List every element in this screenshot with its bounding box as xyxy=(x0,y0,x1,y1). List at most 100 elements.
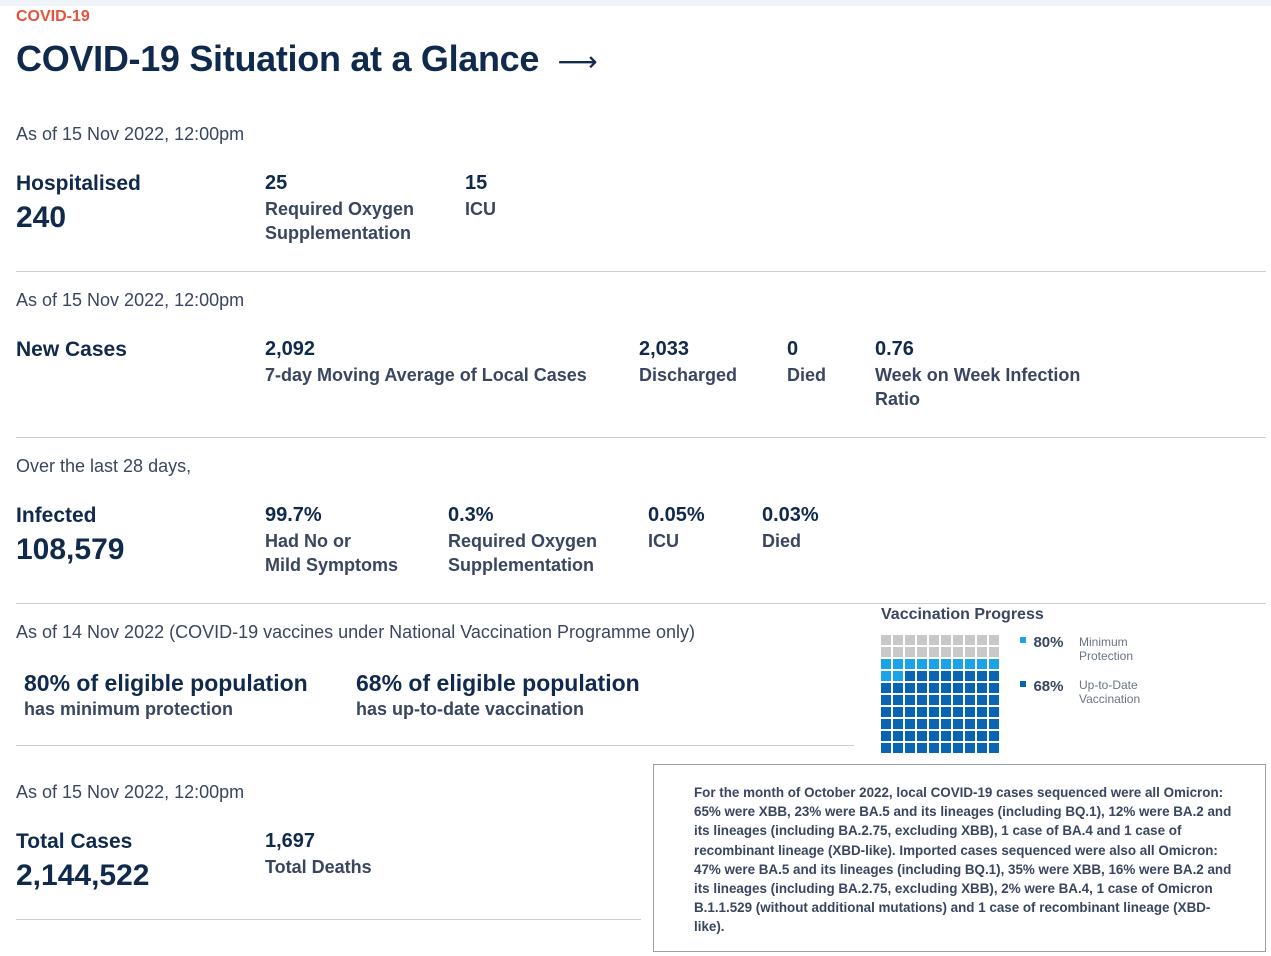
waffle-cell-uptodate xyxy=(989,707,999,717)
waffle-cell-uptodate xyxy=(917,719,927,729)
waffle-cell-uptodate xyxy=(953,719,963,729)
stat-label: Total Deaths xyxy=(265,857,372,877)
waffle-cell-empty xyxy=(941,647,951,657)
stat-value: 1,697 xyxy=(265,830,316,852)
waffle-cell-uptodate xyxy=(965,671,975,681)
waffle-cell-uptodate xyxy=(977,719,987,729)
waffle-cell-minimum xyxy=(893,659,903,669)
waffle-cell-uptodate xyxy=(893,683,903,693)
stat-label: Supplementation xyxy=(448,555,595,575)
legend-minimum-label: Minimum Protection xyxy=(1079,635,1133,663)
waffle-cell-empty xyxy=(905,635,915,645)
vaccination-waffle-chart xyxy=(881,635,999,753)
vaccination-uptodate: 68% of eligible population has up-to-dat… xyxy=(356,670,640,720)
stat-value: 0 xyxy=(787,338,799,360)
waffle-cell-uptodate xyxy=(953,743,963,753)
waffle-cell-uptodate xyxy=(977,743,987,753)
waffle-cell-uptodate xyxy=(953,695,963,705)
minimum-protection-sub: has minimum protection xyxy=(24,699,234,719)
category-label: COVID-19 xyxy=(16,8,90,25)
arrow-right-icon: ⟶ xyxy=(557,46,598,77)
stat-label: Discharged xyxy=(639,365,738,385)
total-cases-label: Total Cases xyxy=(16,830,133,853)
legend-label: Minimum xyxy=(1079,635,1128,649)
waffle-cell-uptodate xyxy=(965,731,975,741)
waffle-cell-uptodate xyxy=(989,671,999,681)
sequencing-note: For the month of October 2022, local COV… xyxy=(694,785,1232,935)
waffle-cell-uptodate xyxy=(965,695,975,705)
waffle-cell-uptodate xyxy=(989,719,999,729)
stat-label: Died xyxy=(787,365,827,385)
waffle-cell-uptodate xyxy=(905,671,915,681)
minimum-protection-title: 80% of eligible population xyxy=(24,670,308,696)
waffle-cell-uptodate xyxy=(953,671,963,681)
waffle-cell-uptodate xyxy=(917,743,927,753)
uptodate-vaccination-sub: has up-to-date vaccination xyxy=(356,699,585,719)
new-cases-label: New Cases xyxy=(16,338,127,361)
waffle-cell-empty xyxy=(893,635,903,645)
stat-value: 0.3% xyxy=(448,504,494,526)
waffle-cell-uptodate xyxy=(893,731,903,741)
page-title-link[interactable]: COVID-19 Situation at a Glance ⟶ xyxy=(16,38,598,80)
waffle-cell-uptodate xyxy=(917,707,927,717)
divider xyxy=(16,919,641,920)
waffle-cell-empty xyxy=(893,647,903,657)
top-bar xyxy=(0,0,1271,6)
waffle-cell-uptodate xyxy=(881,695,891,705)
waffle-cell-uptodate xyxy=(917,683,927,693)
waffle-cell-minimum xyxy=(953,659,963,669)
waffle-cell-uptodate xyxy=(965,707,975,717)
legend-pct: 68% xyxy=(1033,678,1064,695)
waffle-cell-minimum xyxy=(893,671,903,681)
hospitalised-as-of: As of 15 Nov 2022, 12:00pm xyxy=(16,124,245,144)
hospitalised-value: 240 xyxy=(16,201,67,234)
waffle-cell-empty xyxy=(989,647,999,657)
waffle-cell-uptodate xyxy=(881,743,891,753)
stat-died: 0.03% Died xyxy=(762,504,819,553)
waffle-cell-uptodate xyxy=(977,731,987,741)
waffle-cell-uptodate xyxy=(929,683,939,693)
waffle-cell-uptodate xyxy=(905,683,915,693)
waffle-cell-uptodate xyxy=(941,707,951,717)
waffle-cell-uptodate xyxy=(977,683,987,693)
waffle-cell-uptodate xyxy=(941,731,951,741)
stat-oxygen: 0.3% Required Oxygen Supplementation xyxy=(448,504,597,577)
infected-label: Infected xyxy=(16,504,97,527)
page-title: COVID-19 Situation at a Glance xyxy=(16,38,540,79)
waffle-cell-uptodate xyxy=(929,707,939,717)
waffle-cell-minimum xyxy=(905,659,915,669)
new-cases-as-of: As of 15 Nov 2022, 12:00pm xyxy=(16,290,245,310)
stat-value: 15 xyxy=(465,172,488,194)
waffle-cell-uptodate xyxy=(917,671,927,681)
legend-swatch xyxy=(1020,637,1026,643)
waffle-cell-uptodate xyxy=(929,719,939,729)
waffle-cell-uptodate xyxy=(977,695,987,705)
waffle-cell-empty xyxy=(989,635,999,645)
divider xyxy=(16,745,854,746)
stat-label: ICU xyxy=(465,199,496,219)
stat-label: Ratio xyxy=(875,389,920,409)
waffle-cell-minimum xyxy=(977,659,987,669)
waffle-cell-empty xyxy=(953,635,963,645)
waffle-cell-empty xyxy=(977,647,987,657)
stat-label: Week on Week Infection xyxy=(875,365,1081,385)
stat-died: 0 Died xyxy=(787,338,826,387)
divider xyxy=(16,271,1266,272)
waffle-cell-uptodate xyxy=(905,743,915,753)
waffle-cell-uptodate xyxy=(941,683,951,693)
waffle-cell-uptodate xyxy=(881,683,891,693)
legend-swatch xyxy=(1020,681,1026,687)
stat-icu: 15 ICU xyxy=(465,172,496,221)
waffle-cell-uptodate xyxy=(941,671,951,681)
divider xyxy=(16,603,1266,604)
waffle-cell-uptodate xyxy=(929,743,939,753)
waffle-cell-empty xyxy=(917,635,927,645)
total-cases-value: 2,144,522 xyxy=(16,859,150,892)
infected-as-of: Over the last 28 days, xyxy=(16,456,192,476)
waffle-cell-uptodate xyxy=(989,695,999,705)
waffle-cell-uptodate xyxy=(953,731,963,741)
waffle-cell-uptodate xyxy=(941,743,951,753)
waffle-cell-empty xyxy=(881,647,891,657)
legend-label: Vaccination xyxy=(1079,692,1141,706)
waffle-cell-uptodate xyxy=(905,695,915,705)
